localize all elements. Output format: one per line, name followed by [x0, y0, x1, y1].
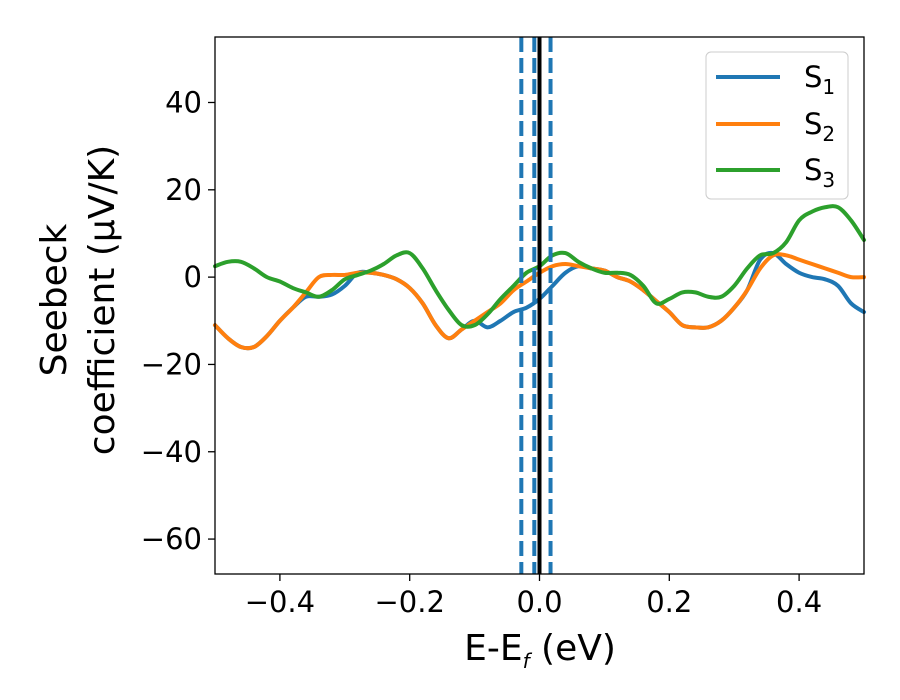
x-tick-label: −0.4	[245, 585, 315, 619]
x-axis-title-unit: (eV)	[530, 628, 616, 669]
y-axis-title-line1: Seebeck	[34, 223, 75, 376]
legend-label-s2: S2	[804, 107, 835, 146]
y-tick-label: 0	[184, 260, 202, 294]
y-tick-label: −40	[141, 435, 202, 469]
x-tick-label: −0.2	[374, 585, 444, 619]
y-axis-title-group: Seebeck coefficient (μV/K)	[34, 145, 123, 455]
x-axis-title: E-Ef (eV)	[464, 628, 616, 673]
x-axis-title-sub: f	[523, 649, 533, 673]
legend: S1 S2 S3	[705, 51, 849, 200]
y-axis-title-line2: coefficient (μV/K)	[82, 145, 123, 455]
reference-lines-layer	[519, 37, 553, 574]
x-tick-label: 0.0	[516, 585, 562, 619]
y-tick-label: 40	[165, 85, 202, 119]
y-tick-label: 20	[165, 173, 202, 207]
x-tick-label: 0.2	[646, 585, 692, 619]
x-axis: −0.4 −0.2 0.0 0.2 0.4	[245, 574, 822, 619]
y-tick-label: −20	[141, 347, 202, 381]
y-axis: 40 20 0 −20 −40 −60	[141, 85, 215, 556]
y-tick-label: −60	[141, 522, 202, 556]
legend-label-s1: S1	[804, 60, 835, 99]
x-axis-title-main: E-E	[464, 628, 522, 669]
legend-label-s3: S3	[804, 153, 835, 192]
x-tick-label: 0.4	[776, 585, 822, 619]
